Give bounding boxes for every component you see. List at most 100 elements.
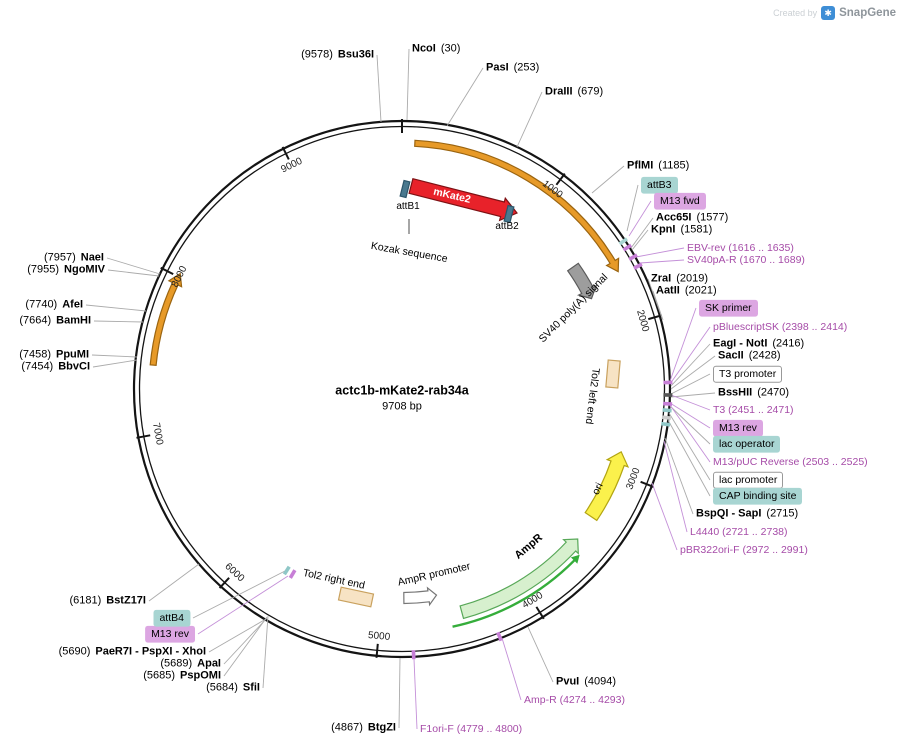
label-bsu36i[interactable]: (9578) Bsu36I xyxy=(301,48,374,61)
tick-label-6000: 6000 xyxy=(222,560,247,584)
attb1-label[interactable]: attB1 xyxy=(396,201,420,212)
feature-mark[interactable] xyxy=(633,262,643,270)
label-sv40pa-r-1670-1689-[interactable]: SV40pA-R (1670 .. 1689) xyxy=(687,253,805,266)
feature-left-gold-arc[interactable] xyxy=(149,272,183,366)
label-pflmi[interactable]: PflMI (1185) xyxy=(627,159,690,172)
feature-ampr-arrow[interactable] xyxy=(459,538,579,620)
label-pbluescriptsk-2398-2414-[interactable]: pBluescriptSK (2398 .. 2414) xyxy=(713,320,848,333)
leader-line xyxy=(664,437,694,515)
leader-line xyxy=(527,626,554,683)
feature-mark[interactable] xyxy=(661,415,672,420)
feature-mark[interactable] xyxy=(663,380,673,385)
label-cap-binding-site[interactable]: CAP binding site xyxy=(713,487,803,505)
leader-line xyxy=(669,405,711,445)
label-apai[interactable]: (5689) ApaI xyxy=(160,657,221,670)
label-t3-2451-2471-[interactable]: T3 (2451 .. 2471) xyxy=(713,403,794,416)
leader-line xyxy=(628,200,652,237)
label-draiii[interactable]: DraIII (679) xyxy=(545,85,604,98)
label-aatii[interactable]: AatII (2021) xyxy=(656,284,717,297)
label-attb3[interactable]: attB3 xyxy=(641,176,678,194)
label-m13-puc-reverse-2503-2525-[interactable]: M13/pUC Reverse (2503 .. 2525) xyxy=(713,455,868,468)
label-ncoi[interactable]: NcoI (30) xyxy=(412,42,461,55)
feature-upstream-gold-arc[interactable] xyxy=(414,139,620,273)
label-l4440-2721-2738-[interactable]: L4440 (2721 .. 2738) xyxy=(690,525,788,538)
kozak-sequence-label[interactable]: Kozak sequence xyxy=(370,239,449,266)
tick-label-1000: 1000 xyxy=(540,178,565,202)
feature-mark[interactable] xyxy=(618,237,629,246)
tick-label-8000: 8000 xyxy=(169,264,189,290)
label-ebv-rev-1616-1635-[interactable]: EBV-rev (1616 .. 1635) xyxy=(687,241,794,254)
label-zrai[interactable]: ZraI (2019) xyxy=(651,272,708,285)
label-attb4[interactable]: attB4 xyxy=(153,609,190,627)
sv40-polya-label[interactable]: SV40 poly(A) signal xyxy=(536,271,611,346)
feature-sv40-polya-arrow[interactable] xyxy=(566,262,598,300)
label-kpni[interactable]: KpnI (1581) xyxy=(651,223,713,236)
label-bbvci[interactable]: (7454) BbvCI xyxy=(21,360,90,373)
feature-tol2-left-end-box[interactable] xyxy=(605,359,621,389)
feature-mark[interactable] xyxy=(282,565,291,576)
leader-line xyxy=(591,165,625,194)
ampr-promoter-label[interactable]: AmpR promoter xyxy=(396,560,472,589)
tick-5000 xyxy=(375,643,379,658)
label-amp-r-4274-4293-[interactable]: Amp-R (4274 .. 4293) xyxy=(524,693,625,706)
label-pspomi[interactable]: (5685) PspOMI xyxy=(143,669,221,682)
feature-attb1-mark[interactable] xyxy=(399,179,411,199)
feature-mark[interactable] xyxy=(411,650,416,660)
label-bsshii[interactable]: BssHII (2470) xyxy=(718,386,790,399)
label-bamhi[interactable]: (7664) BamHI xyxy=(19,314,91,327)
feature-mark[interactable] xyxy=(288,569,297,579)
label-ppumi[interactable]: (7458) PpuMI xyxy=(19,348,89,361)
leader-line xyxy=(501,637,522,701)
label-naei[interactable]: (7957) NaeI xyxy=(43,251,104,264)
tol2-right-end-label[interactable]: Tol2 right end xyxy=(301,566,366,592)
label-eagi-noti[interactable]: EagI - NotI (2416) xyxy=(713,337,805,350)
label-pbr322ori-f-2972-2991-[interactable]: pBR322ori-F (2972 .. 2991) xyxy=(680,543,808,556)
tick-label-5000: 5000 xyxy=(366,629,391,643)
feature-tol2-right-end-box[interactable] xyxy=(337,586,375,608)
feature-mark[interactable] xyxy=(663,393,673,397)
attb2-label[interactable]: attB2 xyxy=(495,221,519,232)
label-m13-rev[interactable]: M13 rev xyxy=(145,625,195,643)
feature-mark[interactable] xyxy=(496,631,503,642)
leader-line xyxy=(106,257,161,275)
ampr-label[interactable]: AmpR xyxy=(512,531,545,562)
label-m13-rev[interactable]: M13 rev xyxy=(713,419,763,437)
label-paer7i-pspxi-xhoi[interactable]: (5690) PaeR7I - PspXI - XhoI xyxy=(58,645,206,658)
leader-line xyxy=(192,570,286,619)
leader-line xyxy=(669,402,711,429)
feature-mark[interactable] xyxy=(662,408,672,413)
label-btgzi[interactable]: (4867) BtgZI xyxy=(331,721,396,734)
feature-mkate2-arrow[interactable] xyxy=(408,177,518,222)
tol2-left-end-label[interactable]: Tol2 left end xyxy=(582,367,602,425)
label-ngomiv[interactable]: (7955) NgoMIV xyxy=(27,263,105,276)
feature-ori-arrow[interactable] xyxy=(584,450,630,522)
feature-mark[interactable] xyxy=(663,401,673,406)
label-lac-operator[interactable]: lac operator xyxy=(713,435,781,453)
label-bstz17i[interactable]: (6181) BstZ17I xyxy=(69,594,146,607)
tick-label-3000: 3000 xyxy=(624,466,643,492)
feature-ampr-promoter-arrow[interactable] xyxy=(403,586,438,607)
label-bspqi-sapi[interactable]: BspQI - SapI (2715) xyxy=(696,507,799,520)
label-sfii[interactable]: (5684) SfiI xyxy=(206,681,260,694)
leader-line xyxy=(262,615,269,689)
feature-attb2-mark[interactable] xyxy=(503,204,515,224)
mkate2-label[interactable]: mKate2 xyxy=(432,185,472,206)
leader-line xyxy=(667,419,711,497)
leader-line xyxy=(376,54,382,123)
label-pasi[interactable]: PasI (253) xyxy=(486,61,540,74)
feature-mark[interactable] xyxy=(622,243,633,252)
label-sk-primer[interactable]: SK primer xyxy=(699,299,758,317)
ori-label[interactable]: ori xyxy=(589,481,606,497)
label-sacii[interactable]: SacII (2428) xyxy=(718,349,781,362)
label-afei[interactable]: (7740) AfeI xyxy=(25,298,83,311)
leader-line xyxy=(148,563,200,602)
label-t3-promoter[interactable]: T3 promoter xyxy=(713,365,783,383)
label-m13-fwd[interactable]: M13 fwd xyxy=(654,192,706,210)
label-pvui[interactable]: PvuI (4094) xyxy=(556,675,617,688)
feature-mark[interactable] xyxy=(661,421,671,427)
label-acc65i[interactable]: Acc65I (1577) xyxy=(656,211,729,224)
label-f1ori-f-4779-4800-[interactable]: F1ori-F (4779 .. 4800) xyxy=(420,722,523,735)
label-lac-promoter[interactable]: lac promoter xyxy=(713,471,784,489)
feature-mark[interactable] xyxy=(628,253,638,261)
